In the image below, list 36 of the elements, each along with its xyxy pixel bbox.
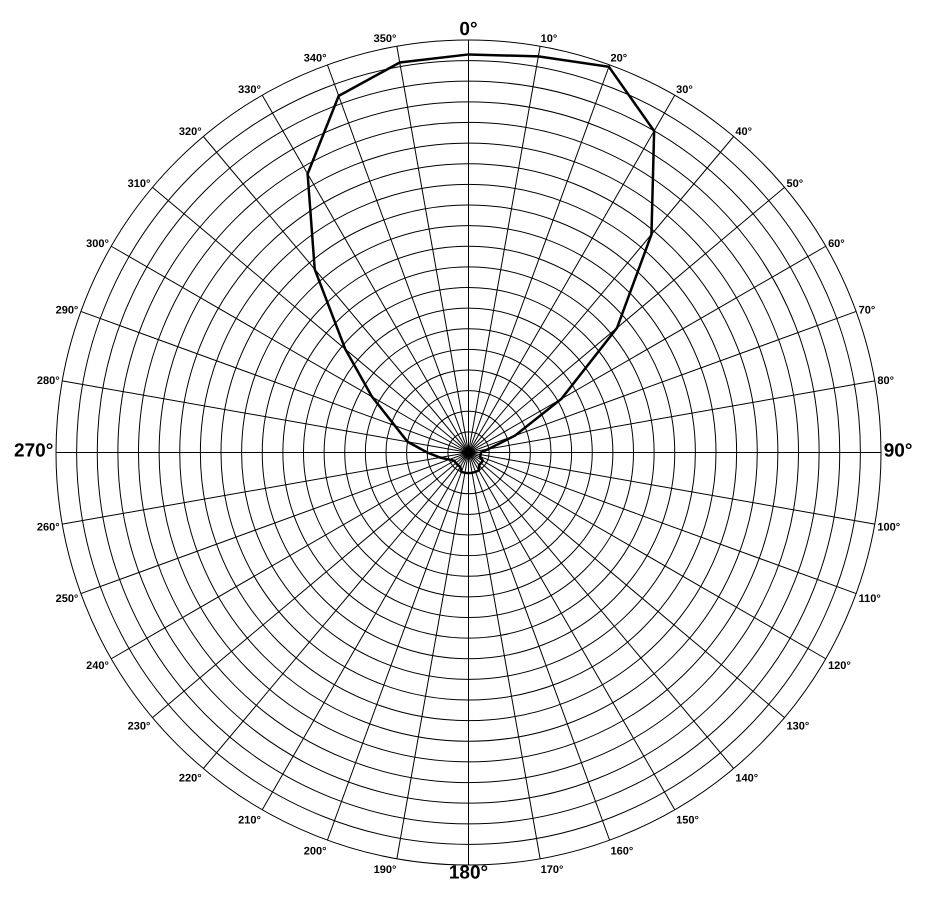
spoke-label: 160° [610, 845, 634, 858]
spoke-label: 340° [304, 52, 326, 65]
spoke-label: 220° [178, 772, 202, 784]
spoke-label: 30° [676, 84, 693, 96]
spoke-label: 280° [36, 374, 60, 387]
spoke-label: 330° [238, 84, 261, 96]
spoke-label: 190° [374, 864, 396, 876]
spoke-label: 120° [828, 660, 851, 672]
spoke-label: 310° [128, 178, 150, 190]
spoke-label: 230° [128, 720, 150, 732]
spoke-label: 150° [676, 814, 699, 827]
spoke-label: 290° [56, 304, 78, 316]
spoke-label: 200° [304, 845, 326, 858]
spoke-label: 170° [540, 864, 564, 876]
spoke-label: 210° [238, 814, 261, 827]
spoke-label: 250° [56, 592, 78, 605]
spoke-label: 60° [828, 238, 845, 250]
spoke-label: 70° [858, 304, 876, 316]
spoke-label: 270° [14, 440, 54, 462]
spoke-label: 130° [786, 720, 810, 732]
spoke-label: 180° [448, 862, 488, 884]
spoke-label: 10° [540, 33, 558, 46]
spoke-label: 140° [735, 772, 758, 784]
spoke-label: 260° [36, 521, 60, 534]
spoke-label: 0° [459, 19, 478, 40]
spoke-label: 80° [877, 374, 894, 387]
spoke-label: 100° [877, 521, 900, 534]
spoke-label: 90° [884, 440, 912, 462]
spoke-label: 300° [86, 238, 109, 250]
spoke-label: 40° [735, 126, 752, 138]
spoke-label: 320° [178, 126, 202, 138]
spoke-label: 50° [786, 178, 804, 190]
spoke-label: 240° [86, 660, 109, 672]
spoke-label: 110° [858, 592, 881, 605]
spoke-label: 20° [610, 52, 628, 65]
spoke-label: 350° [374, 33, 396, 46]
